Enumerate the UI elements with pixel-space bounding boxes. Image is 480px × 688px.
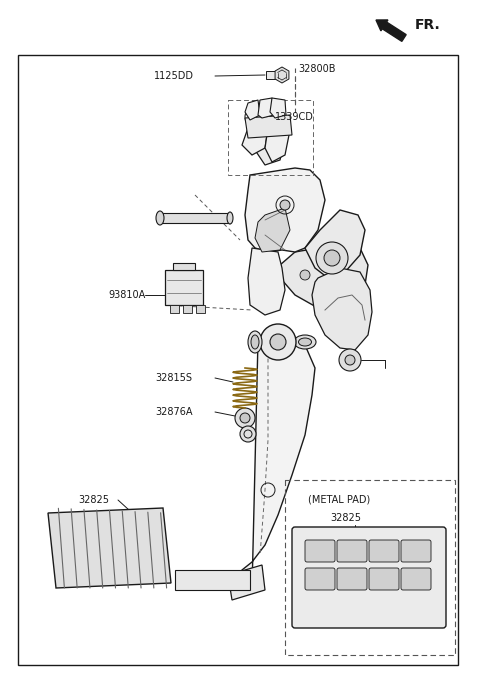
Polygon shape: [258, 98, 274, 118]
Circle shape: [324, 250, 340, 266]
Text: 32825: 32825: [78, 495, 109, 505]
Text: FR.: FR.: [415, 18, 441, 32]
Ellipse shape: [294, 335, 316, 349]
Ellipse shape: [156, 211, 164, 225]
Circle shape: [270, 334, 286, 350]
Text: 32876A: 32876A: [155, 407, 192, 417]
Polygon shape: [242, 120, 268, 155]
FancyArrow shape: [376, 20, 406, 41]
Bar: [18, 55, 458, 665]
FancyBboxPatch shape: [337, 540, 367, 562]
Text: (METAL PAD): (METAL PAD): [308, 495, 370, 505]
FancyBboxPatch shape: [369, 568, 399, 590]
Polygon shape: [245, 115, 292, 138]
Polygon shape: [245, 100, 260, 120]
Circle shape: [339, 349, 361, 371]
Bar: [196, 305, 205, 313]
Circle shape: [235, 408, 255, 428]
Circle shape: [316, 242, 348, 274]
Circle shape: [260, 324, 296, 360]
Polygon shape: [245, 168, 325, 252]
Polygon shape: [165, 270, 203, 305]
Ellipse shape: [227, 212, 233, 224]
Bar: [170, 305, 179, 313]
Text: 1339CD: 1339CD: [275, 112, 314, 122]
FancyBboxPatch shape: [401, 540, 431, 562]
Polygon shape: [255, 118, 285, 165]
FancyBboxPatch shape: [292, 527, 446, 628]
Polygon shape: [238, 335, 315, 590]
Text: 32815S: 32815S: [155, 373, 192, 383]
Ellipse shape: [251, 335, 259, 349]
Text: 1125DD: 1125DD: [154, 71, 194, 81]
Bar: [183, 305, 192, 313]
FancyBboxPatch shape: [305, 540, 335, 562]
Circle shape: [280, 200, 290, 210]
Polygon shape: [48, 508, 171, 588]
Circle shape: [300, 270, 310, 280]
FancyBboxPatch shape: [401, 568, 431, 590]
Bar: [228, 100, 313, 175]
Text: 32800B: 32800B: [298, 64, 336, 74]
Polygon shape: [228, 565, 265, 600]
Bar: [175, 570, 250, 590]
Ellipse shape: [299, 338, 312, 346]
Circle shape: [240, 426, 256, 442]
Ellipse shape: [248, 331, 262, 353]
Polygon shape: [248, 248, 285, 315]
Circle shape: [249, 110, 263, 124]
Polygon shape: [305, 210, 365, 278]
Text: 32825: 32825: [330, 513, 361, 523]
Polygon shape: [265, 118, 290, 162]
Polygon shape: [173, 263, 195, 270]
Polygon shape: [275, 67, 289, 83]
Polygon shape: [280, 240, 368, 310]
Text: 93810A: 93810A: [108, 290, 145, 300]
Polygon shape: [312, 268, 372, 350]
FancyBboxPatch shape: [337, 568, 367, 590]
Circle shape: [240, 413, 250, 423]
FancyBboxPatch shape: [305, 568, 335, 590]
Polygon shape: [266, 71, 282, 79]
FancyBboxPatch shape: [369, 540, 399, 562]
Polygon shape: [255, 208, 290, 252]
Polygon shape: [160, 213, 230, 223]
Circle shape: [345, 355, 355, 365]
Bar: [285, 480, 455, 655]
Polygon shape: [270, 98, 286, 118]
